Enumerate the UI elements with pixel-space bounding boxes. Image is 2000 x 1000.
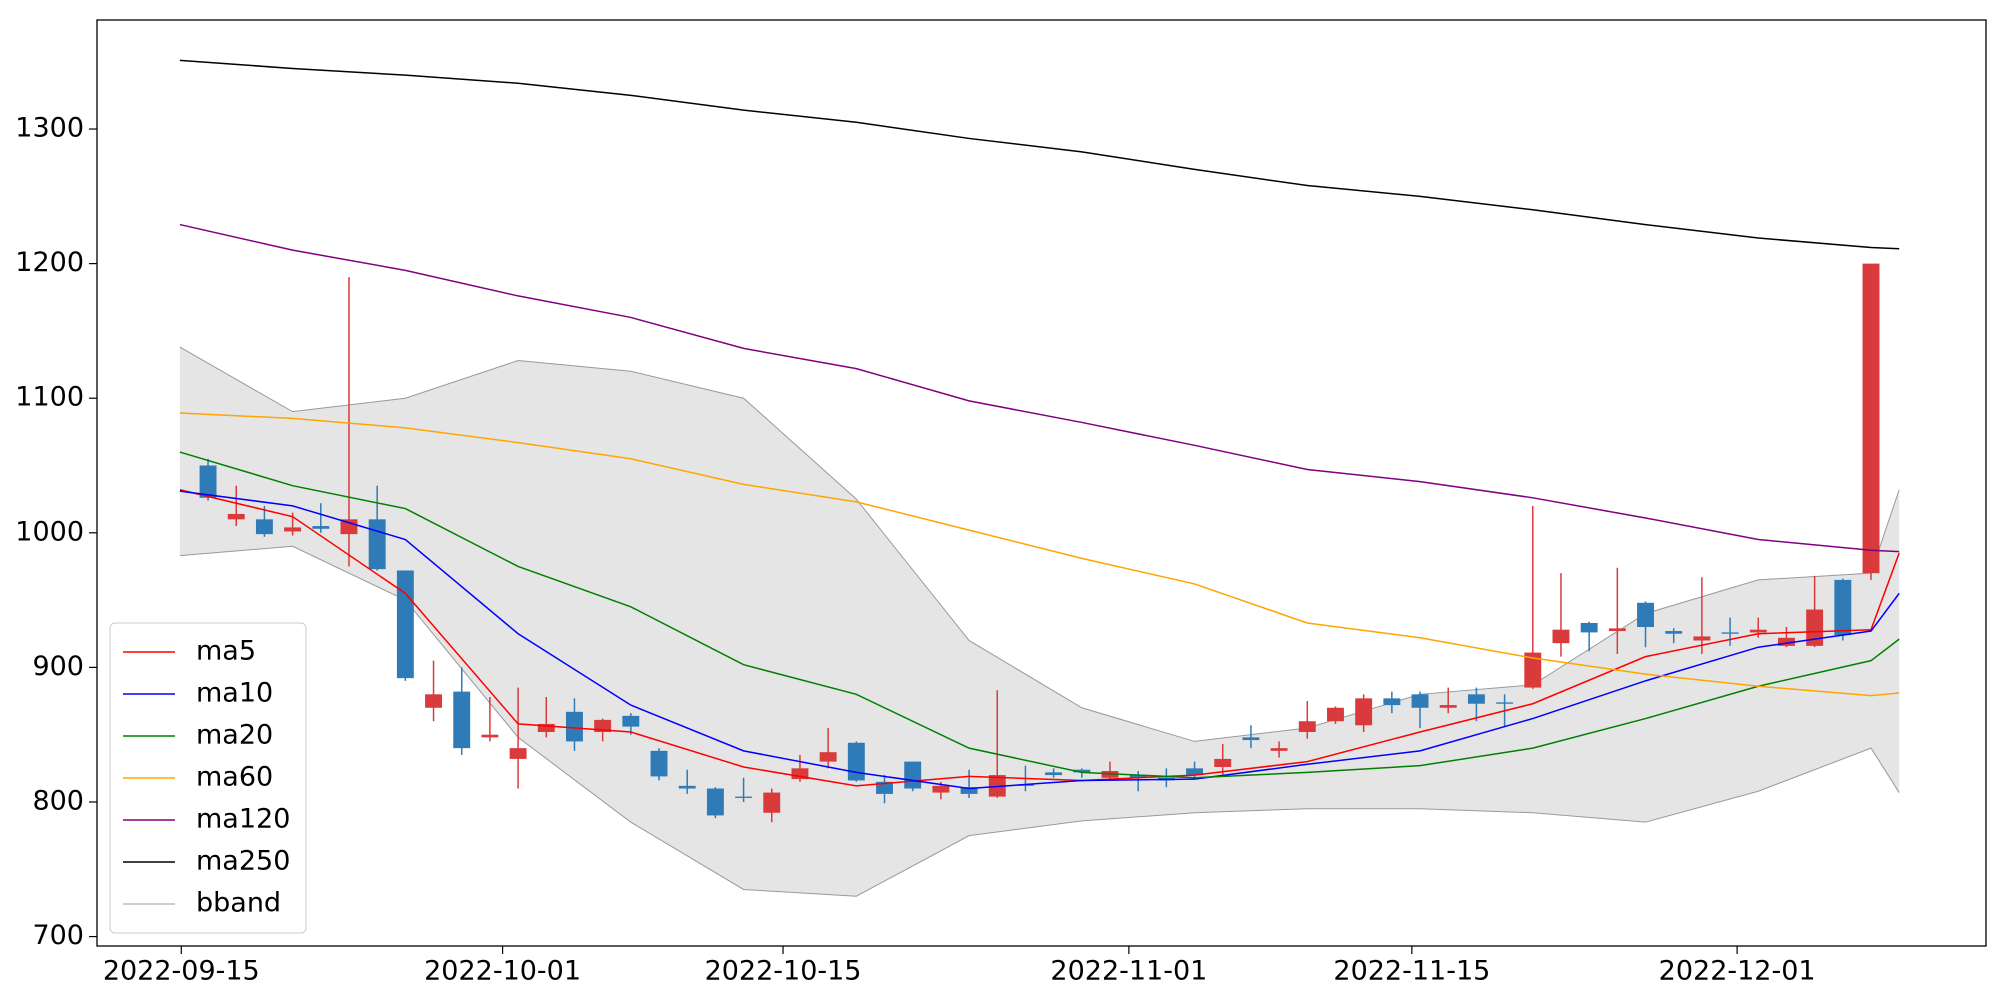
candle-body: [1186, 768, 1204, 776]
candle-body: [1270, 748, 1288, 751]
candle-body: [960, 787, 978, 794]
candle-body: [1806, 609, 1824, 646]
candle-body: [1045, 772, 1063, 776]
x-tick-label: 2022-11-01: [1050, 956, 1207, 987]
candle-body: [509, 748, 527, 759]
ma-line: [179, 412, 1900, 697]
ma-line: [179, 451, 1900, 779]
plot-frame: [96, 19, 1987, 947]
ma-line: [179, 223, 1900, 553]
x-tick-label: 2022-10-15: [705, 956, 862, 987]
candle-body: [255, 519, 273, 535]
x-tick-label: 2022-12-01: [1659, 956, 1816, 987]
x-tick-label: 2022-09-15: [103, 956, 260, 987]
candle-body: [284, 527, 302, 532]
legend-label: ma250: [196, 846, 290, 877]
candle-body: [566, 711, 583, 742]
candle-body: [791, 768, 809, 780]
y-tick-label: 1200: [15, 247, 84, 278]
x-tick-label: 2022-10-01: [424, 956, 581, 987]
legend-label: ma20: [196, 720, 273, 751]
legend: ma5 ma10 ma20 ma60 ma120 ma250 bband: [109, 622, 307, 934]
candle-body: [1411, 694, 1429, 708]
candle-body: [396, 570, 414, 679]
candle-body: [1665, 631, 1683, 634]
candle-body: [1834, 579, 1852, 636]
y-tick-label: 900: [32, 651, 84, 682]
candle-body: [1580, 622, 1598, 633]
candle-body: [622, 715, 640, 727]
candle-body: [425, 694, 442, 708]
band-upper: [179, 346, 1900, 742]
candle-body: [368, 519, 386, 570]
candle-body: [199, 465, 217, 498]
band-fill: [179, 347, 1900, 897]
candle-body: [1129, 775, 1147, 778]
y-tick-label: 700: [32, 920, 84, 951]
candle-body: [227, 513, 245, 520]
legend-label: ma10: [196, 678, 273, 709]
legend-box: [109, 622, 307, 934]
candle-body: [1693, 636, 1711, 641]
candle-body: [537, 723, 555, 732]
candle-body: [453, 691, 471, 749]
candle-body: [1242, 737, 1260, 741]
y-tick-label: 800: [32, 785, 84, 816]
candle-body: [1777, 637, 1795, 646]
ma-line: [179, 490, 1900, 790]
candle-body: [1608, 628, 1626, 632]
candle-body: [763, 792, 781, 813]
candle-body: [1637, 602, 1654, 628]
y-tick-label: 1000: [15, 516, 84, 547]
candle-body: [819, 752, 837, 762]
legend-label: ma120: [196, 804, 290, 835]
candle-body: [340, 519, 358, 535]
candle-body: [650, 750, 668, 777]
candle-body: [1383, 698, 1401, 706]
candle-body: [1524, 652, 1542, 688]
band-lower: [179, 545, 1900, 897]
candle-body: [1721, 632, 1739, 634]
legend-label: bband: [196, 888, 281, 919]
x-tick-label: 2022-11-15: [1333, 956, 1490, 987]
candle-body: [876, 781, 893, 794]
candle-body: [706, 788, 724, 816]
candle-body: [1749, 629, 1767, 633]
candle-body: [1496, 702, 1514, 704]
y-tick-label: 1100: [15, 382, 84, 413]
y-tick-label: 1300: [15, 113, 84, 144]
candle-body: [904, 761, 922, 789]
candle-body: [1214, 758, 1232, 767]
candle-body: [847, 742, 865, 781]
ma-line: [179, 59, 1900, 250]
candle-body: [1439, 705, 1457, 708]
candle-body: [312, 526, 330, 529]
candle-body: [1073, 769, 1091, 773]
candle-body: [1862, 263, 1880, 574]
candle-body: [1467, 694, 1485, 704]
candle-body: [678, 785, 696, 789]
legend-label: ma5: [196, 636, 256, 667]
candle-body: [1327, 707, 1344, 722]
candle-body: [1552, 629, 1570, 644]
candle-body: [932, 785, 950, 793]
candle-body: [1355, 698, 1373, 726]
candle-body: [735, 796, 753, 798]
candle-body: [1298, 721, 1316, 732]
legend-label: ma60: [196, 762, 273, 793]
candle-body: [481, 734, 499, 738]
